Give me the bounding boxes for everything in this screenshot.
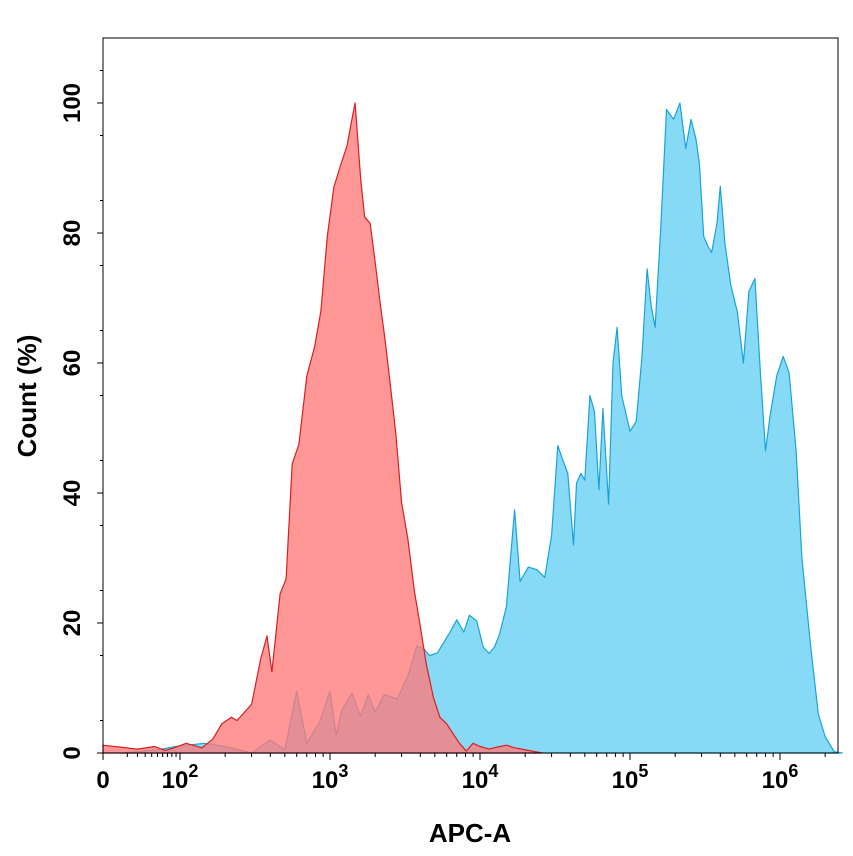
x-tick-label-1: 102 (162, 761, 199, 794)
x-tick-label-4: 105 (612, 761, 649, 794)
y-axis-title: Count (%) (12, 335, 42, 458)
series-layer (102, 102, 843, 754)
x-tick-label-5: 106 (762, 761, 799, 794)
x-tick-label-2: 103 (312, 761, 349, 794)
y-tick-label-0: 0 (59, 746, 86, 759)
x-axis-title: APC-A (429, 818, 512, 848)
y-tick-label-1: 20 (59, 610, 86, 637)
y-tick-label-3: 60 (59, 350, 86, 377)
series-area-1 (102, 102, 543, 754)
x-tick-label-3: 104 (462, 761, 499, 794)
x-tick-label-0: 0 (96, 767, 109, 794)
axis-layer: 0204060801000102103104105106107.2 (59, 70, 826, 794)
y-tick-label-2: 40 (59, 480, 86, 507)
series-area-0 (119, 102, 843, 754)
y-tick-label-5: 100 (59, 83, 86, 123)
y-tick-label-4: 80 (59, 220, 86, 247)
